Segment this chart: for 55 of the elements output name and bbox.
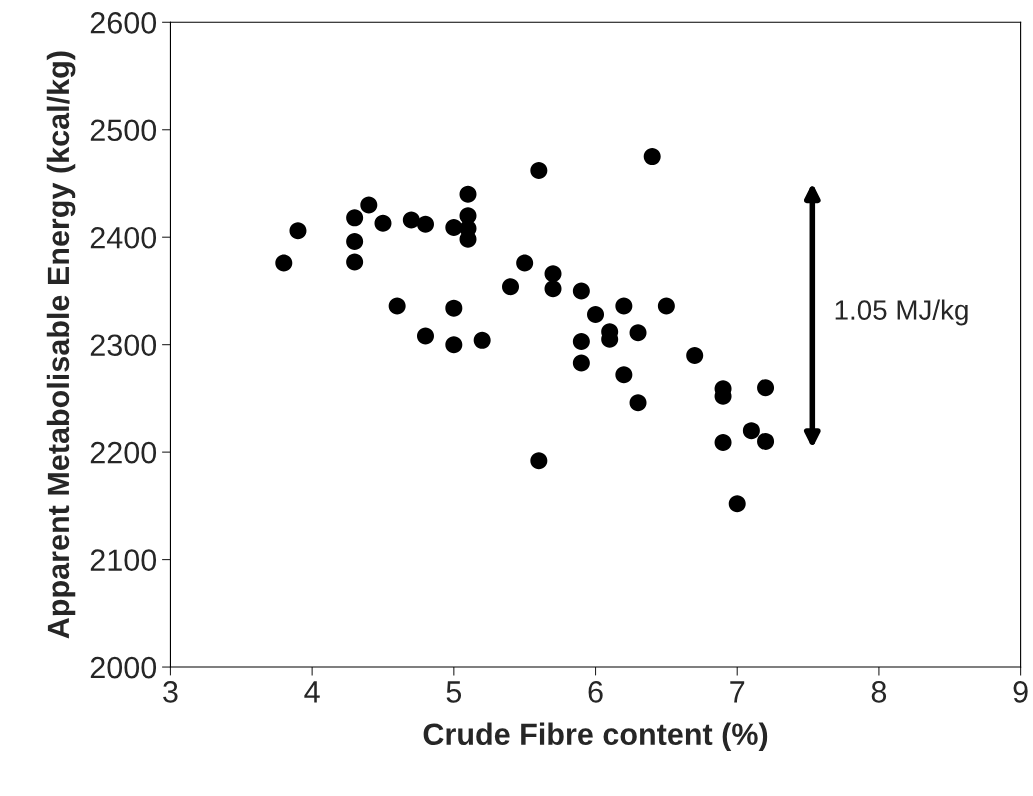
x-tick-label: 7: [730, 681, 745, 703]
point: [289, 222, 307, 240]
point: [416, 327, 434, 345]
point: [360, 196, 378, 214]
x-tick-label: 5: [446, 681, 462, 703]
y-tick-label: 2600: [90, 12, 157, 34]
point: [346, 253, 364, 271]
x-tick-label: 4: [304, 681, 320, 703]
x-tick-label: 6: [588, 681, 603, 703]
point: [572, 332, 590, 350]
point: [516, 254, 534, 272]
point: [502, 278, 520, 296]
y-tick-label: 2300: [90, 334, 157, 357]
point: [629, 394, 647, 412]
point: [445, 299, 463, 317]
point: [686, 346, 704, 364]
point: [530, 162, 548, 180]
point: [473, 331, 491, 349]
point: [544, 280, 562, 298]
y-tick-label: 2500: [90, 119, 157, 142]
point: [742, 422, 760, 440]
point: [374, 214, 392, 232]
point: [587, 306, 605, 324]
y-tick-label: 2000: [90, 656, 157, 679]
point: [643, 148, 661, 166]
point: [445, 336, 463, 354]
annotation: 1.05 MJ/kg: [835, 299, 968, 326]
point: [416, 215, 434, 233]
y-tick-label: 2400: [90, 226, 157, 249]
point: [657, 297, 675, 315]
point: [572, 354, 590, 372]
point: [346, 209, 364, 227]
point: [615, 366, 633, 384]
point: [615, 297, 633, 315]
point: [530, 452, 548, 470]
point: [757, 432, 775, 450]
x-tick-label: 8: [871, 681, 887, 703]
point: [275, 254, 293, 272]
y-axis-title: Apparent Metabolisable Energy (kcal/kg): [46, 51, 76, 639]
y-tick-label: 2200: [90, 441, 157, 464]
y-tick-label: 2100: [90, 549, 157, 571]
point: [728, 495, 746, 513]
x-tick-label: 9: [1013, 681, 1028, 703]
point: [445, 219, 463, 237]
point: [757, 379, 775, 397]
point: [402, 211, 420, 229]
point: [388, 297, 406, 315]
point: [544, 265, 562, 283]
x-tick-label: 3: [163, 681, 178, 703]
point: [346, 233, 364, 251]
point: [629, 324, 647, 342]
point: [714, 433, 732, 451]
point: [572, 282, 590, 300]
x-axis-title: Crude Fibre content (%): [423, 722, 768, 752]
point: [459, 185, 477, 203]
